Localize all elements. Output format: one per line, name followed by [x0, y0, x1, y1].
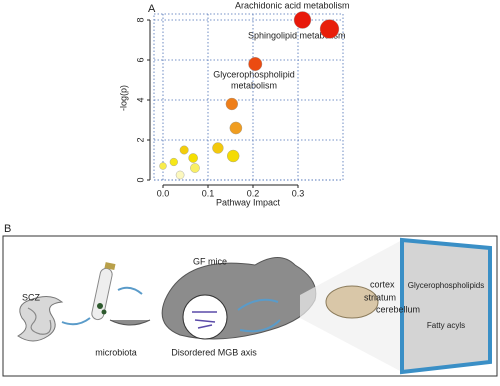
annotation: Sphingolipid metabolism	[248, 30, 346, 40]
y-axis-title: -log(p)	[118, 85, 128, 111]
y-tick-label: 8	[135, 17, 145, 22]
x-axis-title: Pathway Impact	[216, 197, 281, 207]
point	[319, 19, 340, 39]
point	[212, 142, 224, 154]
magnifier-content	[192, 311, 217, 329]
point	[293, 11, 312, 29]
label: Fatty acyls	[427, 321, 465, 330]
point	[179, 145, 189, 155]
label: striatum	[364, 292, 396, 302]
x-tick-label: 0.1	[202, 188, 215, 198]
intestine-icon	[17, 296, 64, 342]
point	[248, 57, 263, 71]
annotation: Glycerophospholipid	[213, 69, 295, 79]
x-tick-label: 0.0	[157, 188, 170, 198]
label: SCZ	[22, 292, 41, 302]
y-tick-label: 0	[135, 177, 145, 182]
label: Glycerophospholipids	[408, 281, 485, 290]
panel-label: A	[148, 3, 156, 15]
point	[169, 157, 178, 167]
brain-icon	[325, 285, 379, 319]
panel-label: B	[4, 223, 11, 235]
arrow	[61, 317, 91, 326]
bacteria	[97, 303, 103, 309]
annotation: metabolism	[231, 80, 277, 90]
point	[227, 149, 240, 163]
arrow	[237, 298, 281, 333]
x-tick-label: 0.3	[292, 188, 305, 198]
label: cerebellum	[376, 304, 420, 314]
arrow	[117, 286, 143, 295]
annotation: Arachidonic acid metabolism	[235, 0, 350, 10]
magnifier	[182, 294, 228, 340]
label: Disordered MGB axis	[171, 347, 257, 357]
y-tick-label: 4	[135, 97, 145, 102]
intestine-icon	[27, 307, 52, 335]
point	[175, 170, 185, 180]
x-tick-label: 0.2	[247, 188, 260, 198]
label: microbiota	[95, 347, 137, 357]
point	[190, 163, 200, 173]
point	[188, 153, 198, 163]
point	[159, 162, 167, 170]
point	[229, 121, 243, 135]
point	[225, 97, 238, 111]
bacteria	[101, 309, 107, 315]
label: GF mice	[193, 256, 227, 266]
panel-frame	[2, 235, 498, 377]
y-tick-label: 6	[135, 57, 145, 62]
label: cortex	[370, 279, 395, 289]
tube-cap	[104, 262, 116, 271]
lipid-panel	[400, 237, 492, 375]
y-tick-label: 2	[135, 137, 145, 142]
